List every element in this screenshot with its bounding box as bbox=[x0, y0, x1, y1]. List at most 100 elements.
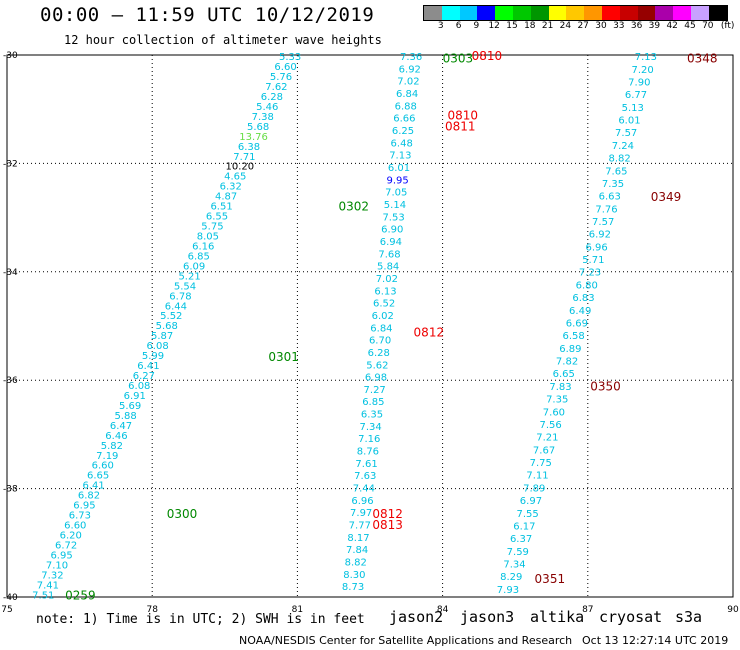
color-swatch bbox=[530, 6, 549, 20]
track2-value: 7.77 bbox=[349, 521, 371, 532]
track2-value: 6.66 bbox=[393, 114, 415, 125]
track2-value: 6.88 bbox=[395, 101, 417, 112]
track3-value: 7.24 bbox=[612, 141, 634, 152]
track1-value: 6.32 bbox=[220, 182, 242, 193]
track1-value: 4.65 bbox=[224, 172, 246, 183]
track2-value: 6.13 bbox=[374, 286, 396, 297]
color-scale-bar bbox=[423, 5, 728, 21]
track3-value: 7.13 bbox=[635, 52, 657, 63]
track3-value: 7.57 bbox=[592, 217, 614, 228]
legend-altika: altika bbox=[530, 608, 585, 626]
track1-value: 5.82 bbox=[101, 441, 123, 452]
track3-value: 6.63 bbox=[599, 192, 621, 203]
track2-value: 6.35 bbox=[361, 410, 383, 421]
track1-value: 7.19 bbox=[96, 451, 118, 462]
pass-time-label: 0300 bbox=[167, 507, 198, 521]
color-swatch bbox=[601, 6, 620, 20]
color-scale-unit: (ft) bbox=[720, 21, 735, 31]
track2-value: 6.02 bbox=[372, 311, 394, 322]
track1-value: 6.20 bbox=[60, 530, 82, 541]
track2-value: 7.02 bbox=[397, 77, 419, 88]
map-subtitle: 12 hour collection of altimeter wave hei… bbox=[64, 33, 382, 47]
track1-value: 6.91 bbox=[124, 391, 146, 402]
track2-value: 8.30 bbox=[343, 570, 365, 581]
track1-value: 6.46 bbox=[105, 431, 127, 442]
color-swatch bbox=[655, 6, 674, 20]
track1-value: 4.87 bbox=[215, 192, 237, 203]
latitude-tick-label: -34 bbox=[3, 268, 18, 278]
track1-value: 6.47 bbox=[110, 421, 132, 432]
map-title: 00:00 — 11:59 UTC 10/12/2019 bbox=[40, 4, 375, 26]
color-swatch bbox=[708, 6, 727, 20]
track3-value: 7.59 bbox=[507, 547, 529, 558]
track2-value: 8.76 bbox=[357, 447, 379, 458]
track2-value: 7.05 bbox=[385, 188, 407, 199]
track3-value: 7.67 bbox=[533, 445, 555, 456]
track1-value: 5.21 bbox=[178, 271, 200, 282]
track1-value: 7.71 bbox=[233, 152, 255, 163]
track2-value: 6.25 bbox=[392, 126, 414, 137]
track1-value: 5.69 bbox=[119, 401, 141, 412]
track2-value: 7.16 bbox=[358, 434, 380, 445]
legend-s3a: s3a bbox=[675, 608, 703, 626]
track3-value: 8.82 bbox=[608, 154, 630, 165]
color-scale-tick-label: 33 bbox=[613, 21, 625, 31]
track1-value: 6.65 bbox=[87, 471, 109, 482]
color-swatch bbox=[690, 6, 709, 20]
color-scale-tick-label: 24 bbox=[559, 21, 572, 31]
color-scale-tick-label: 15 bbox=[506, 21, 518, 31]
pass-time-label: 0302 bbox=[339, 200, 370, 214]
color-swatch bbox=[495, 6, 513, 20]
map-frame bbox=[6, 54, 734, 598]
track2-value: 7.13 bbox=[389, 151, 411, 162]
track1-value: 6.60 bbox=[64, 521, 86, 532]
color-scale-tick-label: 42 bbox=[666, 21, 678, 31]
track3-value: 6.89 bbox=[559, 344, 581, 355]
latitude-tick-label: -36 bbox=[3, 376, 18, 386]
longitude-tick-label: 81 bbox=[292, 605, 303, 615]
track1-value: 6.73 bbox=[69, 511, 91, 522]
track2-value: 7.97 bbox=[350, 508, 372, 519]
color-swatch bbox=[566, 6, 585, 20]
track1-value: 6.44 bbox=[165, 301, 187, 312]
track1-value: 6.95 bbox=[73, 501, 95, 512]
longitude-tick-label: 90 bbox=[727, 605, 739, 615]
longitude-tick-label: 84 bbox=[437, 605, 449, 615]
track3-value: 7.23 bbox=[579, 268, 601, 279]
track3-value: 6.17 bbox=[513, 521, 535, 532]
track1-value: 6.60 bbox=[274, 62, 296, 73]
track1-value: 5.75 bbox=[201, 222, 223, 233]
color-scale-tick-label: 30 bbox=[595, 21, 607, 31]
track2-value: 8.17 bbox=[347, 533, 369, 544]
longitude-tick-label: 87 bbox=[582, 605, 593, 615]
track1-value: 6.38 bbox=[238, 142, 260, 153]
color-scale-tick-label: 3 bbox=[437, 21, 444, 31]
pass-time-label: 0812 bbox=[372, 507, 403, 521]
track3-value: 7.65 bbox=[605, 166, 627, 177]
track3-value: 7.11 bbox=[526, 471, 548, 482]
color-swatch bbox=[619, 6, 638, 20]
color-swatch bbox=[477, 6, 496, 20]
track1-value: 6.55 bbox=[206, 212, 228, 223]
latitude-tick-label: -38 bbox=[3, 485, 18, 495]
track2-value: 9.95 bbox=[387, 175, 409, 186]
latitude-tick-label: -40 bbox=[3, 593, 18, 603]
pass-time-label: 0350 bbox=[590, 380, 621, 394]
track3-value: 6.83 bbox=[572, 293, 594, 304]
track3-value: 7.89 bbox=[523, 483, 545, 494]
latitude-tick-label: -30 bbox=[3, 51, 18, 61]
pass-time-label: 0348 bbox=[687, 52, 718, 66]
track3-value: 6.49 bbox=[569, 306, 591, 317]
legend-jason3: jason3 bbox=[460, 608, 515, 626]
track1-value: 6.08 bbox=[146, 341, 168, 352]
track1-value: 7.51 bbox=[32, 590, 54, 601]
track3-value: 7.35 bbox=[546, 395, 568, 406]
color-scale-tick-label: 70 bbox=[702, 21, 714, 31]
track1-value: 5.68 bbox=[247, 122, 269, 133]
credit-line: NOAA/NESDIS Center for Satellite Applica… bbox=[239, 634, 573, 647]
track1-value: 6.41 bbox=[137, 361, 159, 372]
track2-value: 7.27 bbox=[364, 385, 386, 396]
pass-time-label: 0301 bbox=[268, 350, 299, 364]
track3-value: 7.90 bbox=[628, 77, 650, 88]
color-swatch bbox=[584, 6, 602, 20]
